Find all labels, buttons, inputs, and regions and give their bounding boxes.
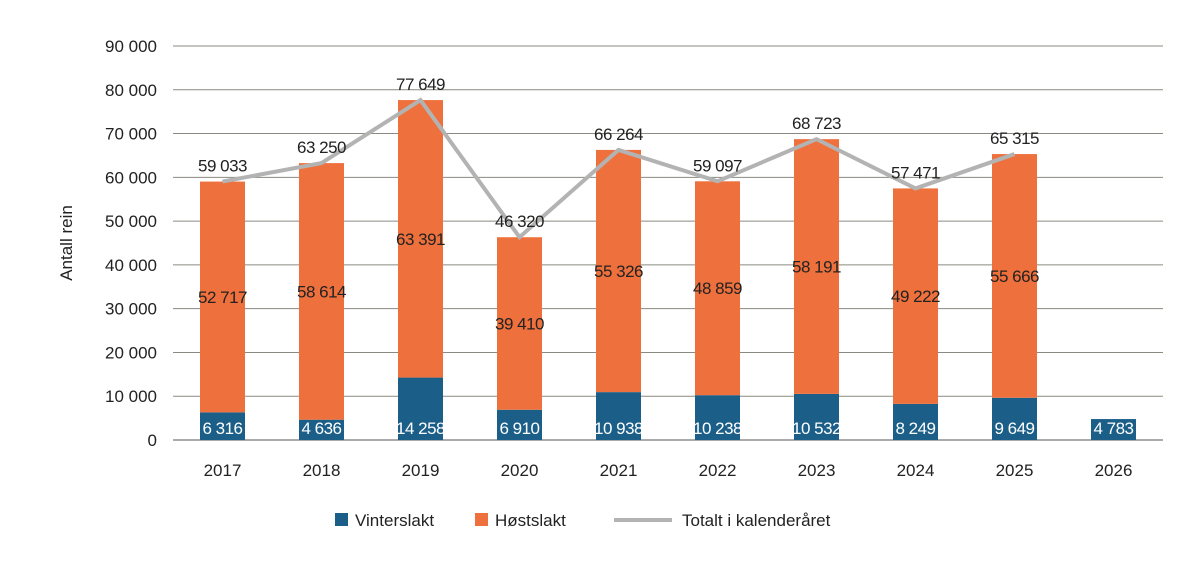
data-label-total: 65 315 [990,129,1039,148]
x-tick-label: 2026 [1095,461,1133,480]
y-tick-label: 90 000 [105,37,157,56]
y-tick-label: 10 000 [105,387,157,406]
bar-hostslakt [794,139,839,394]
bar-vinterslakt [1091,419,1136,440]
x-tick-label: 2021 [600,461,638,480]
bar-vinterslakt [794,393,839,440]
data-label-hostslakt: 48 859 [693,279,742,298]
data-label-hostslakt: 58 614 [297,282,346,301]
bar-vinterslakt [299,419,344,440]
y-tick-label: 50 000 [105,212,157,231]
bar-hostslakt [893,188,938,404]
data-label-total: 66 264 [594,125,643,144]
bar-vinterslakt [893,403,938,440]
data-label-vinterslakt: 10 938 [594,419,643,438]
y-axis-ticks: 0 10 000 20 000 30 000 40 000 50 000 60 000 70 … [105,37,157,450]
bar-hostslakt [596,149,641,393]
data-label-total: 57 471 [891,163,940,182]
bar-hostslakt [398,100,443,378]
x-tick-label: 2025 [996,461,1034,480]
x-tick-label: 2017 [204,461,242,480]
x-tick-label: 2023 [798,461,836,480]
data-label-total: 59 097 [693,156,742,175]
bar-vinterslakt [398,377,443,440]
data-label-total: 77 649 [396,75,445,94]
legend-label-hostslakt: Høstslakt [495,511,566,530]
bar-vinterslakt [695,395,740,440]
data-label-hostslakt: 63 391 [396,230,445,249]
data-label-hostslakt: 52 717 [198,288,247,307]
x-axis-ticks: 2017 2018 2019 2020 2021 2022 2023 2024 2025 2026 [204,461,1133,480]
y-tick-label: 40 000 [105,256,157,275]
bar-hostslakt [497,237,542,410]
total-line: 59 033 63 250 77 649 46 320 66 264 59 097 68 7… [198,75,1040,241]
y-tick-label: 30 000 [105,300,157,319]
data-label-vinterslakt: 14 258 [396,419,445,438]
y-axis-label: Antall rein [57,205,76,281]
y-tick-label: 0 [148,431,157,450]
data-label-total: 46 320 [495,212,544,231]
bar-hostslakt [992,154,1037,398]
bar-vinterslakt [200,412,245,440]
data-label-vinterslakt: 9 649 [994,419,1034,438]
data-label-total: 59 033 [198,157,247,176]
legend: Vinterslakt Høstslakt Totalt i kalenderå… [335,511,831,530]
data-label-hostslakt: 39 410 [495,314,544,333]
data-label-total: 63 250 [297,138,346,157]
x-tick-label: 2018 [303,461,341,480]
x-tick-label: 2020 [501,461,539,480]
data-label-vinterslakt: 4 783 [1093,419,1133,438]
bar-vinterslakt [596,392,641,440]
data-label-hostslakt: 55 666 [990,267,1039,286]
legend-label-totalt: Totalt i kalenderåret [682,511,831,530]
data-label-hostslakt: 58 191 [792,258,841,277]
y-tick-label: 60 000 [105,168,157,187]
y-tick-label: 80 000 [105,81,157,100]
bar-hostslakt [200,181,245,413]
x-tick-label: 2024 [897,461,935,480]
y-tick-label: 70 000 [105,125,157,144]
data-label-vinterslakt: 6 316 [202,419,242,438]
y-tick-label: 20 000 [105,343,157,362]
data-label-total: 68 723 [792,114,841,133]
legend-swatch-hostslakt [475,513,488,526]
bar-hostslakt [695,181,740,396]
data-label-vinterslakt: 8 249 [895,419,935,438]
data-label-hostslakt: 49 222 [891,287,940,306]
data-label-vinterslakt: 4 636 [301,419,341,438]
bar-hostslakt [299,163,344,420]
bars: 52 717 6 316 58 614 4 636 63 391 14 258 39 410… [198,100,1136,440]
legend-label-vinterslakt: Vinterslakt [355,511,434,530]
bar-vinterslakt [497,409,542,440]
bar-vinterslakt [992,397,1037,440]
data-label-vinterslakt: 10 532 [792,419,841,438]
x-tick-label: 2019 [402,461,440,480]
data-label-vinterslakt: 6 910 [499,419,539,438]
data-label-hostslakt: 55 326 [594,262,643,281]
legend-swatch-vinterslakt [335,513,348,526]
x-tick-label: 2022 [699,461,737,480]
total-line-path [222,97,1016,241]
data-label-vinterslakt: 10 238 [693,419,742,438]
